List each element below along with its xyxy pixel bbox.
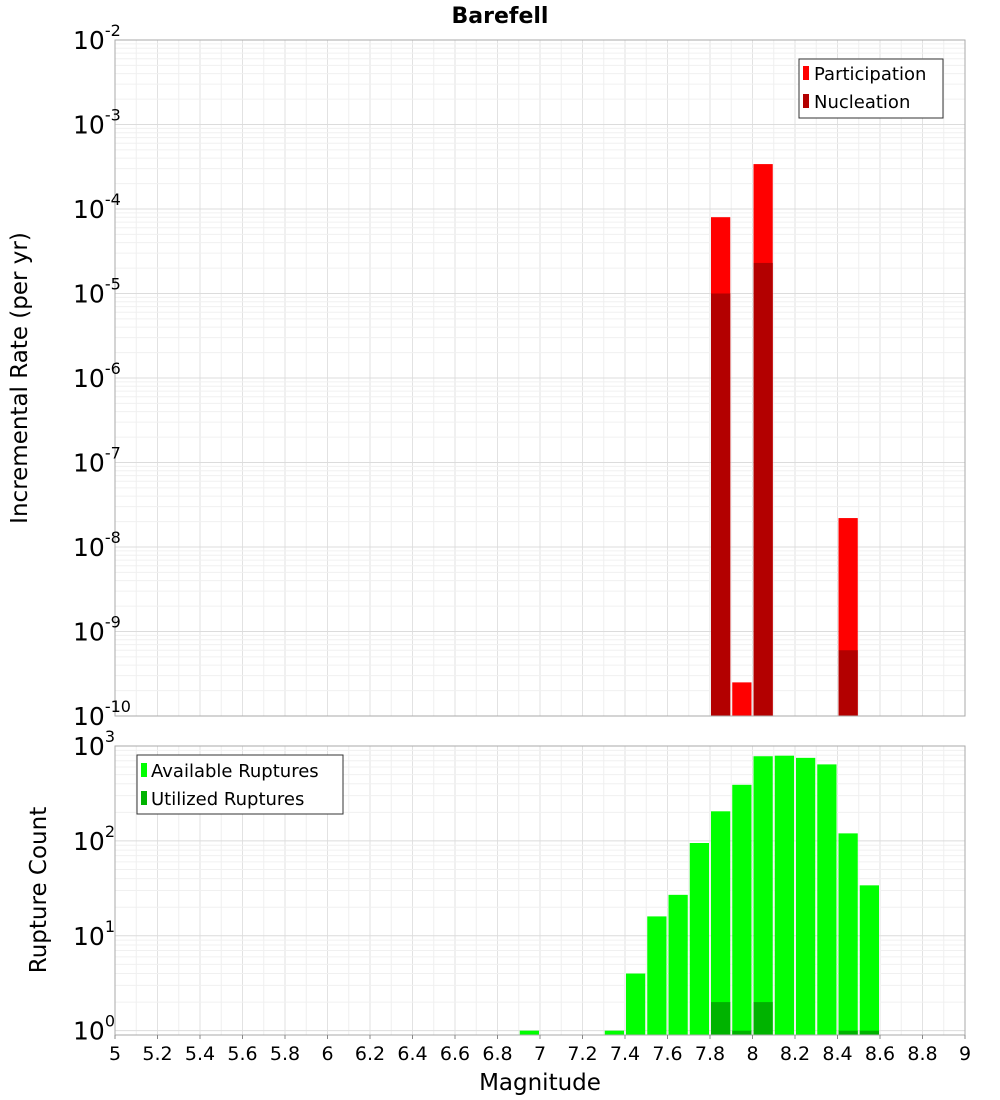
bar-available-ruptures [668,894,688,1035]
bar-available-ruptures [817,764,837,1035]
y-tick-label: 10-3 [73,106,121,140]
top-legend: Participation Nucleation [798,58,944,119]
x-tick-label: 8.4 [822,1043,852,1065]
bar-available-ruptures [753,756,773,1035]
bar-available-ruptures [732,784,752,1035]
bar-available-ruptures [689,842,709,1035]
bottom-panel: 103 102 101 100 5 5.2 5.4 5.6 5.8 6 6.2 6.4 6.6 6.8 7… [26,727,971,1096]
y-tick-label: 10-7 [73,444,121,478]
x-tick-label: 8 [746,1043,758,1065]
bar-available-ruptures [647,916,667,1035]
x-tick-label: 5.8 [270,1043,300,1065]
x-tick-label: 7.8 [695,1043,725,1065]
x-tick-label: 8.6 [865,1043,895,1065]
y-tick-label: 10-8 [73,528,121,562]
top-plot-frame [114,39,966,717]
top-legend-frame [798,58,944,119]
x-axis-label: Magnitude [479,1070,601,1096]
bar-utilized-ruptures [711,1002,731,1035]
x-tick-label: 7.6 [652,1043,682,1065]
chart-title: Barefell [452,4,549,29]
bar-available-ruptures [711,811,731,1035]
x-tick-label: 6.8 [482,1043,512,1065]
bar-available-ruptures [626,973,646,1035]
bar-available-ruptures [519,1030,539,1035]
bottom-bars [519,755,879,1035]
top-gridlines [114,39,966,717]
x-tick-label: 6.4 [397,1043,427,1065]
y-tick-label: 10-9 [73,613,121,647]
x-tick-label: 6 [321,1043,333,1065]
x-tick-label: 7 [534,1043,546,1065]
y-tick-label: 102 [73,822,115,856]
legend-label-nucleation: Nucleation [814,92,910,113]
bar-utilized-ruptures [859,1030,879,1035]
bar-utilized-ruptures [838,1030,858,1035]
bar-available-ruptures [604,1030,624,1035]
x-tick-label: 9 [959,1043,971,1065]
bar-available-ruptures [774,755,794,1035]
x-tick-label: 5 [109,1043,121,1065]
bar-nucleation [711,293,731,716]
bottom-y-ticks: 103 102 101 100 [73,727,115,1046]
x-tick-label: 6.6 [440,1043,470,1065]
bar-participation [732,682,752,716]
y-tick-label: 10-4 [73,190,121,224]
bar-available-ruptures [859,885,879,1035]
bar-utilized-ruptures [732,1030,752,1035]
bar-nucleation [838,650,858,716]
y-tick-label: 10-6 [73,359,121,393]
legend-label-utilized-ruptures: Utilized Ruptures [151,789,304,810]
x-tick-label: 8.8 [907,1043,937,1065]
x-tick-label: 7.4 [610,1043,640,1065]
y-tick-label: 10-5 [73,275,121,309]
bar-nucleation [753,262,773,716]
legend-swatch-nucleation [803,94,809,108]
x-tick-label: 6.2 [355,1043,385,1065]
y-tick-label: 101 [73,917,115,951]
bottom-legend: Available Ruptures Utilized Ruptures [136,754,344,815]
y-tick-label: 100 [73,1012,115,1046]
bottom-y-axis-label: Rupture Count [26,807,52,973]
x-tick-label: 8.2 [780,1043,810,1065]
x-ticks: 5 5.2 5.4 5.6 5.8 6 6.2 6.4 6.6 6.8 7 7.2 7.4 7.6 7.8 8… [109,1035,971,1065]
top-bars [711,164,858,716]
legend-swatch-participation [803,66,809,80]
x-tick-label: 7.2 [567,1043,597,1065]
bottom-legend-frame [136,754,344,815]
x-tick-label: 5.2 [142,1043,172,1065]
top-y-axis-label: Incremental Rate (per yr) [7,232,33,524]
x-tick-label: 5.6 [227,1043,257,1065]
bar-available-ruptures [838,833,858,1035]
bar-available-ruptures [796,757,816,1035]
y-tick-label: 10-10 [73,697,131,731]
legend-label-available-ruptures: Available Ruptures [151,761,319,782]
legend-label-participation: Participation [814,64,926,85]
x-tick-label: 5.4 [185,1043,215,1065]
legend-swatch-utilized-ruptures [141,791,147,805]
legend-swatch-available-ruptures [141,763,147,777]
bar-utilized-ruptures [753,1002,773,1035]
y-tick-label: 10-2 [73,21,121,55]
top-y-ticks: 10-2 10-3 10-4 10-5 10-6 10-7 10-8 10-9 10-10 [73,21,131,731]
top-panel: 10-2 10-3 10-4 10-5 10-6 10-7 10-8 10-9 10-10 In… [7,21,966,731]
y-tick-label: 103 [73,727,115,761]
